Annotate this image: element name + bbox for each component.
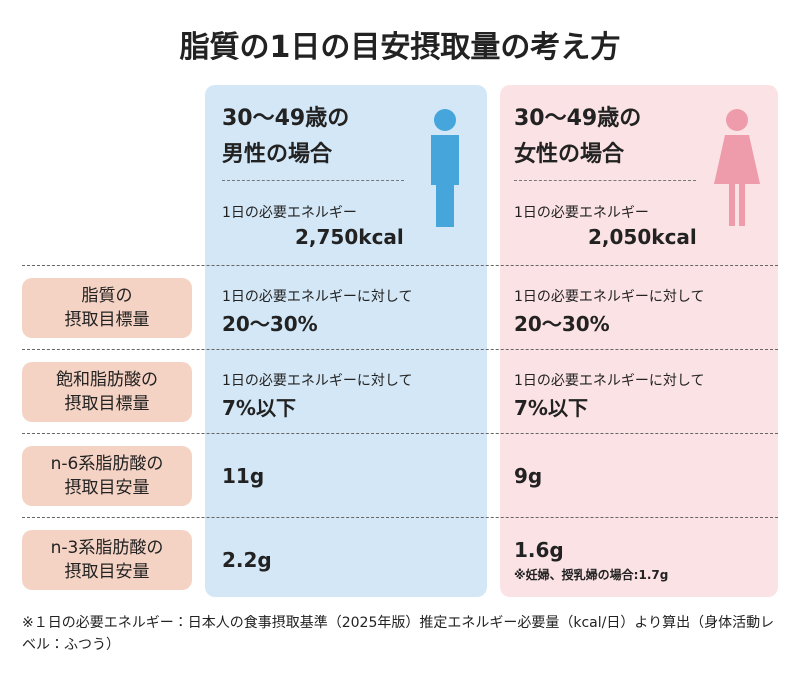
row-label-line: 摂取目標量	[64, 310, 150, 330]
row-label: n-3系脂肪酸の 摂取目安量	[22, 530, 192, 590]
cell-value: 1.6g	[514, 538, 564, 562]
row-label-line: 摂取目安量	[64, 562, 150, 582]
row-label-line: n-3系脂肪酸の	[50, 538, 164, 558]
divider	[222, 180, 404, 181]
row-separator	[22, 265, 778, 266]
energy-label: 1日の必要エネルギー	[222, 205, 357, 221]
column-header: 30〜49歳の	[514, 106, 642, 131]
cell-value: 7%以下	[514, 396, 588, 420]
cell-value: 20〜30%	[514, 312, 610, 336]
column-header: 30〜49歳の	[222, 106, 350, 131]
row-label-line: 飽和脂肪酸の	[56, 370, 158, 390]
row-label: 飽和脂肪酸の 摂取目標量	[22, 362, 192, 422]
row-label-line: n-6系脂肪酸の	[50, 454, 164, 474]
row-separator	[22, 349, 778, 350]
cell-text: 1日の必要エネルギーに対して	[222, 289, 413, 305]
cell-text: 1日の必要エネルギーに対して	[514, 373, 705, 389]
divider	[514, 180, 696, 181]
cell-value: 11g	[222, 464, 265, 488]
footnote: ※１日の必要エネルギー：日本人の食事摂取基準（2025年版）推定エネルギー必要量…	[22, 615, 775, 653]
energy-value: 2,050kcal	[588, 225, 697, 249]
cell-text: 1日の必要エネルギーに対して	[514, 289, 705, 305]
column-header: 女性の場合	[514, 142, 625, 167]
row-label-line: 脂質の	[81, 286, 133, 306]
cell-value: 9g	[514, 464, 543, 488]
row-separator	[22, 433, 778, 434]
title: 脂質の1日の目安摂取量の考え方	[179, 30, 621, 65]
cell-note: ※妊婦、授乳婦の場合:1.7g	[514, 568, 669, 582]
cell-value: 7%以下	[222, 396, 296, 420]
cell-text: 1日の必要エネルギーに対して	[222, 373, 413, 389]
row-label: n-6系脂肪酸の 摂取目安量	[22, 446, 192, 506]
cell-value: 20〜30%	[222, 312, 318, 336]
row-label-line: 摂取目安量	[64, 478, 150, 498]
female-icon	[714, 109, 760, 226]
energy-value: 2,750kcal	[295, 225, 404, 249]
cell-value: 2.2g	[222, 548, 272, 572]
energy-label: 1日の必要エネルギー	[514, 205, 649, 221]
row-separator	[22, 517, 778, 518]
row-label-line: 摂取目標量	[64, 394, 150, 414]
row-label: 脂質の 摂取目標量	[22, 278, 192, 338]
male-icon	[431, 109, 459, 227]
column-header: 男性の場合	[222, 142, 333, 167]
